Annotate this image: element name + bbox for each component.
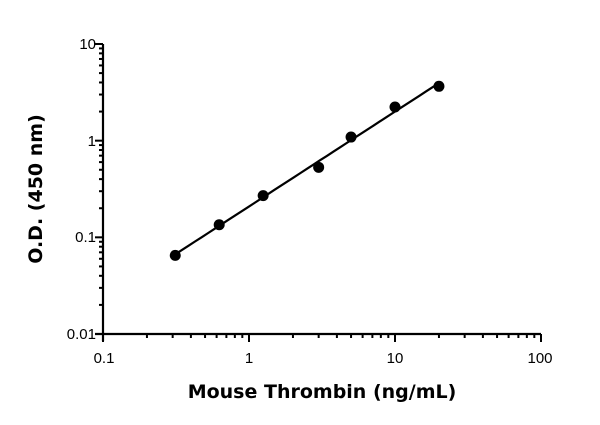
y-tick-labels: 0.01 0.1 1 10 [67,36,96,343]
data-point-marker [389,101,401,113]
y-axis-title: O.D. (450 nm) [25,114,47,264]
y-tick-label: 10 [79,36,96,53]
data-point-marker [313,161,325,173]
data-point-marker [433,80,445,92]
x-axis-title: Mouse Thrombin (ng/mL) [188,381,457,403]
x-tick-label: 10 [387,350,404,367]
data-points [169,80,445,261]
data-point-marker [169,249,181,261]
x-axis [95,332,542,342]
data-point-marker [345,131,357,143]
x-tick-label: 1 [245,350,253,367]
y-tick-label: 0.01 [67,326,96,343]
x-tick-label: 0.1 [94,350,115,367]
y-axis [95,43,105,341]
y-tick-label: 0.1 [75,229,96,246]
y-tick-label: 1 [88,133,96,150]
data-point-marker [213,219,225,231]
data-point-marker [257,190,269,202]
x-tick-label: 100 [527,350,552,367]
x-tick-labels: 0.1 1 10 100 [94,350,553,367]
